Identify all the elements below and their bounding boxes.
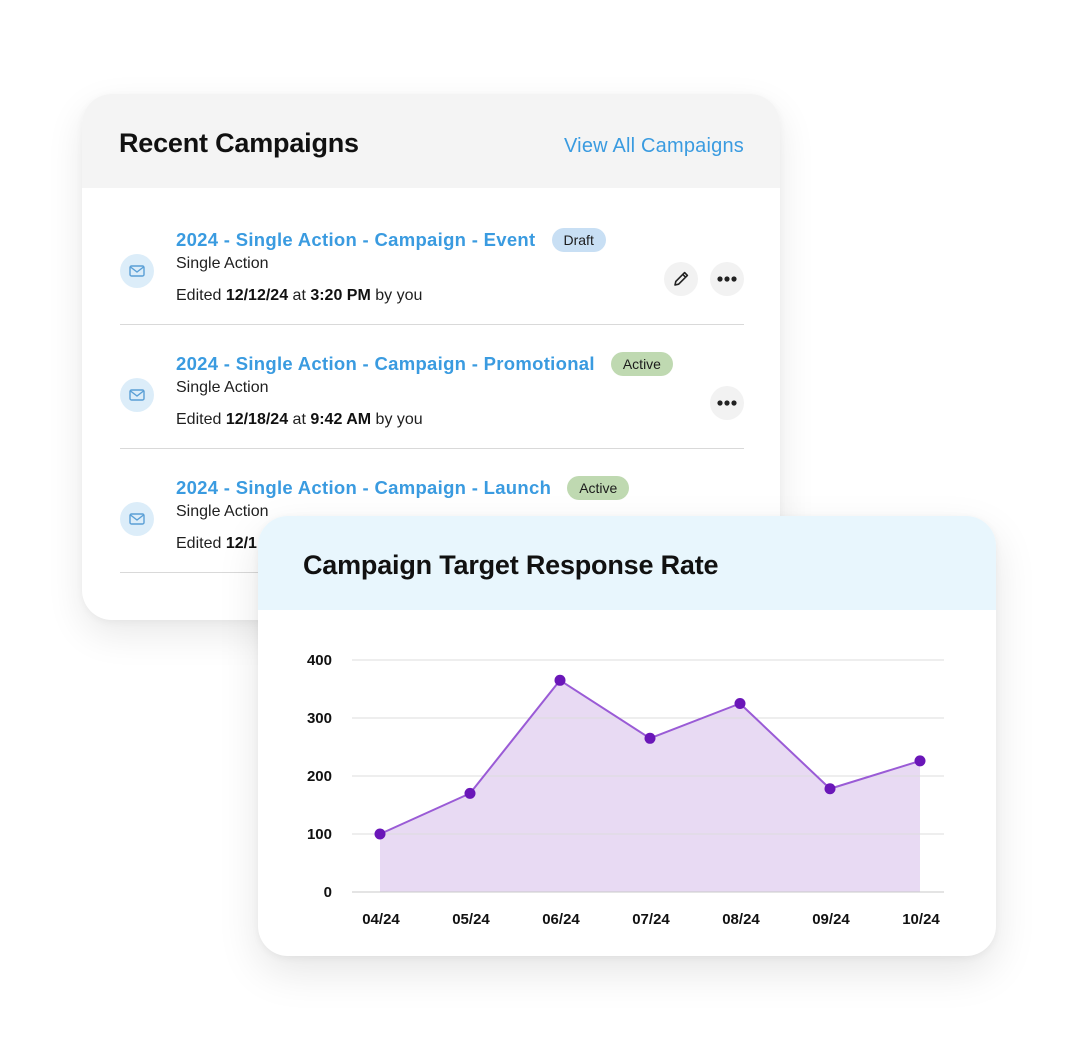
more-options-button[interactable] — [710, 386, 744, 420]
y-tick-label: 300 — [307, 710, 332, 727]
edited-date: 12/18/24 — [225, 411, 289, 428]
response-rate-chart: 0 100 200 300 400 04/24 05/24 06/24 07/24 08/24 09… — [307, 652, 944, 928]
area-fill — [380, 680, 920, 892]
edited-time: 3:20 PM — [310, 287, 371, 304]
data-point — [644, 732, 656, 744]
recent-campaigns-title: Recent Campaigns — [119, 128, 359, 158]
edited-at: at — [288, 411, 311, 428]
data-point — [374, 828, 386, 840]
x-tick-label: 07/24 — [632, 911, 670, 928]
y-tick-label: 0 — [324, 884, 332, 901]
campaign-row: 2024 - Single Action - Campaign - Event … — [120, 200, 744, 325]
campaign-row: 2024 - Single Action - Campaign - Launch… — [120, 448, 744, 573]
envelope-icon — [120, 378, 154, 412]
y-tick-label: 200 — [307, 768, 332, 785]
campaign-row: 2024 - Single Action - Campaign - Promot… — [120, 324, 744, 449]
status-badge: Draft — [551, 228, 606, 252]
status-badge: Active — [610, 352, 673, 376]
more-options-button[interactable] — [710, 262, 744, 296]
edited-by: by you — [371, 411, 423, 428]
edited-prefix: Edited — [176, 287, 226, 304]
campaign-title-line: 2024 - Single Action - Campaign - Event … — [176, 228, 606, 252]
campaign-title-line: 2024 - Single Action - Campaign - Promot… — [176, 352, 673, 376]
status-badge: Active — [567, 476, 630, 500]
campaign-title-line: 2024 - Single Action - Campaign - Launch… — [176, 476, 630, 500]
edited-prefix: Edited — [176, 535, 226, 552]
more-horizontal-icon — [717, 400, 737, 406]
campaign-type: Single Action — [176, 255, 269, 272]
pencil-icon — [674, 271, 689, 286]
response-rate-chart-card: Campaign Target Response Rate 0 100 200 300… — [258, 516, 996, 956]
edited-date: 12/12/24 — [225, 287, 289, 304]
edited-prefix: Edited — [176, 411, 226, 428]
envelope-icon — [120, 502, 154, 536]
data-point — [734, 698, 746, 709]
campaign-edited-info: Edited 12/18/24 at 9:42 AM by you — [176, 411, 423, 429]
data-point — [824, 783, 836, 795]
campaign-title-link[interactable]: 2024 - Single Action - Campaign - Promot… — [176, 353, 595, 374]
x-tick-label: 10/24 — [902, 911, 940, 928]
edited-date: 12/1 — [225, 535, 257, 552]
chart-title: Campaign Target Response Rate — [303, 550, 719, 580]
edited-time: 9:42 AM — [310, 411, 372, 428]
y-tick-label: 400 — [307, 652, 332, 669]
view-all-campaigns-link[interactable]: View All Campaigns — [564, 135, 744, 157]
x-tick-label: 04/24 — [362, 911, 400, 928]
data-point — [914, 755, 926, 767]
x-tick-label: 05/24 — [452, 911, 490, 928]
data-point — [554, 674, 566, 686]
edited-by: by you — [370, 287, 423, 304]
edited-at: at — [288, 287, 311, 304]
campaign-type: Single Action — [176, 379, 269, 396]
data-point — [464, 787, 476, 799]
campaign-edited-info: Edited 12/12/24 at 3:20 PM by you — [176, 287, 422, 305]
campaign-title-link[interactable]: 2024 - Single Action - Campaign - Event — [176, 229, 536, 250]
x-tick-label: 09/24 — [812, 911, 850, 928]
envelope-icon — [120, 254, 154, 288]
y-tick-label: 100 — [307, 826, 332, 843]
campaign-type: Single Action — [176, 503, 269, 520]
recent-campaigns-header: Recent Campaigns View All Campaigns — [82, 94, 780, 188]
edit-button[interactable] — [664, 262, 698, 296]
campaign-title-link[interactable]: 2024 - Single Action - Campaign - Launch — [176, 477, 552, 498]
x-tick-label: 06/24 — [542, 911, 580, 928]
more-horizontal-icon — [717, 276, 737, 282]
campaign-edited-info: Edited 12/1 — [176, 535, 257, 553]
chart-header: Campaign Target Response Rate — [258, 516, 996, 610]
x-tick-label: 08/24 — [722, 911, 760, 928]
